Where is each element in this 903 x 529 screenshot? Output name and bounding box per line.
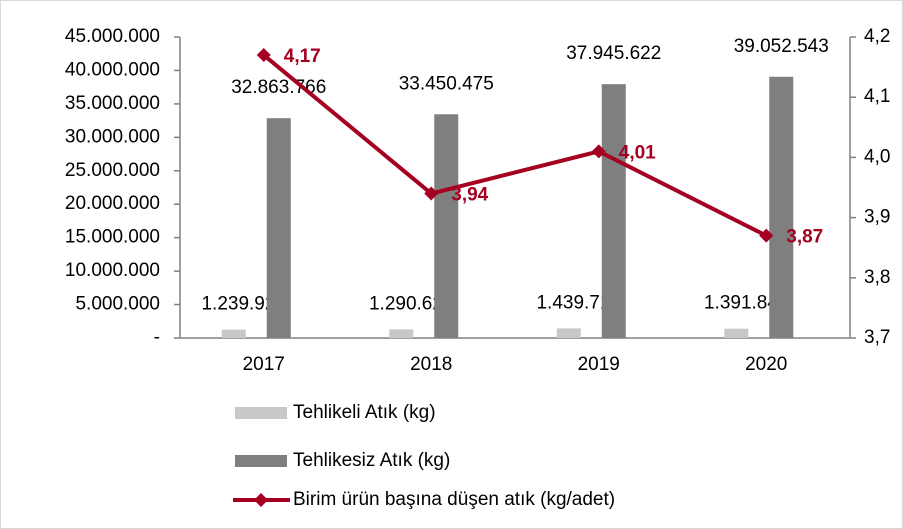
y-tick-label: 25.000.000: [65, 160, 160, 181]
bar: [389, 329, 414, 338]
y2-tick-label: 4,0: [864, 146, 890, 167]
x-tick-label: 2019: [578, 354, 620, 375]
y2-tick-label: 3,8: [864, 267, 890, 288]
y-tick-label: 40.000.000: [65, 59, 160, 80]
legend-label: Birim ürün başına düşen atık (kg/adet): [293, 489, 615, 510]
y-tick-label: 10.000.000: [65, 260, 160, 281]
y-tick-label: 45.000.000: [65, 26, 160, 47]
y-tick-label: 5.000.000: [75, 294, 160, 315]
line-marker: [591, 144, 606, 159]
legend-label: Tehlikeli Atık (kg): [293, 402, 436, 423]
y-tick-label: 15.000.000: [65, 227, 160, 248]
line-marker: [759, 228, 774, 243]
x-tick-label: 2018: [410, 354, 452, 375]
bar: [724, 328, 749, 338]
y-tick-label: 35.000.000: [65, 93, 160, 114]
y2-tick-label: 4,1: [864, 86, 890, 107]
legend-label: Tehlikesiz Atık (kg): [293, 450, 450, 471]
bar-value-label: 1.439.718: [536, 292, 621, 313]
bar: [434, 114, 459, 339]
y2-tick-label: 3,9: [864, 207, 890, 228]
y-tick-label: -: [154, 327, 160, 348]
line-marker: [424, 186, 439, 201]
bar: [769, 76, 794, 339]
bar: [221, 329, 246, 338]
x-tick-label: 2020: [745, 354, 787, 375]
legend-swatch: [235, 407, 287, 419]
bar-value-label: 33.450.475: [399, 73, 494, 94]
line-marker: [256, 48, 271, 63]
line-value-label: 3,87: [786, 227, 823, 248]
y-tick-label: 20.000.000: [65, 193, 160, 214]
bar: [556, 328, 581, 338]
x-tick-label: 2017: [243, 354, 285, 375]
bar-value-label: 39.052.543: [734, 36, 829, 57]
y2-tick-label: 4,2: [864, 26, 890, 47]
bar-value-label: 37.945.622: [566, 43, 661, 64]
bar-value-label: 32.863.766: [231, 77, 326, 98]
bar-value-label: 1.239.925: [201, 294, 286, 315]
line-value-label: 3,94: [451, 185, 488, 206]
y2-tick-label: 3,7: [864, 327, 890, 348]
line-value-label: 4,01: [619, 142, 656, 163]
line-value-label: 4,17: [284, 46, 321, 67]
legend-marker: [254, 493, 268, 507]
line: [262, 53, 768, 238]
y-tick-label: 30.000.000: [65, 126, 160, 147]
bar: [266, 118, 291, 338]
bar-value-label: 1.391.845: [704, 293, 789, 314]
legend-swatch: [235, 455, 287, 467]
bar-value-label: 1.290.626: [369, 293, 454, 314]
bar: [601, 84, 626, 339]
